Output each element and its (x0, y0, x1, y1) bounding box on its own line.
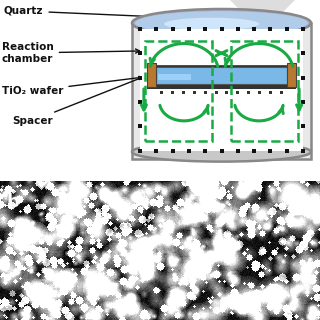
Bar (203, 27, 207, 31)
Bar (220, 149, 223, 153)
Bar (158, 74, 191, 80)
Bar (140, 29, 303, 151)
Bar (138, 149, 142, 153)
Bar (231, 41, 298, 141)
Bar (138, 27, 142, 31)
Bar (247, 91, 250, 94)
Text: Quartz: Quartz (4, 6, 202, 21)
Bar (187, 149, 191, 153)
Bar (287, 63, 296, 87)
Bar (138, 76, 142, 80)
Bar (147, 63, 156, 87)
Bar (138, 100, 142, 104)
Bar (160, 91, 163, 94)
Bar (252, 149, 256, 153)
Bar (171, 91, 174, 94)
Bar (138, 124, 142, 128)
Bar (145, 41, 212, 141)
Bar (285, 27, 289, 31)
Bar (285, 149, 289, 153)
Bar (301, 51, 305, 55)
Text: TiO₂ wafer: TiO₂ wafer (2, 74, 154, 96)
Bar (301, 27, 305, 31)
Text: Reaction
chamber: Reaction chamber (2, 42, 140, 64)
Bar (204, 91, 207, 94)
Bar (147, 86, 297, 90)
Bar (301, 27, 305, 31)
Bar (182, 91, 185, 94)
Bar (268, 149, 272, 153)
Bar (154, 65, 289, 86)
Bar (269, 91, 272, 94)
Bar (236, 27, 240, 31)
Bar (301, 76, 305, 80)
Bar (171, 149, 175, 153)
Bar (252, 27, 256, 31)
Bar (301, 149, 305, 153)
Ellipse shape (164, 18, 259, 30)
Text: b: b (6, 193, 19, 211)
Ellipse shape (132, 142, 311, 162)
Bar (203, 149, 207, 153)
Bar (215, 91, 218, 94)
Bar (171, 27, 175, 31)
Bar (301, 100, 305, 104)
Bar (220, 27, 223, 31)
Bar (236, 149, 240, 153)
Bar (138, 27, 142, 31)
Bar (225, 91, 228, 94)
Bar (132, 23, 311, 159)
Bar (236, 91, 239, 94)
Ellipse shape (132, 9, 311, 37)
Bar (187, 27, 191, 31)
Bar (156, 67, 287, 84)
Polygon shape (230, 0, 295, 33)
Text: Spacer: Spacer (12, 76, 143, 126)
Bar (268, 27, 272, 31)
Ellipse shape (135, 11, 308, 35)
Bar (154, 149, 158, 153)
Bar (138, 149, 142, 153)
Bar (301, 149, 305, 153)
Bar (193, 91, 196, 94)
Bar (301, 124, 305, 128)
Bar (154, 27, 158, 31)
Bar (258, 91, 261, 94)
Bar (138, 51, 142, 55)
Bar (280, 91, 283, 94)
